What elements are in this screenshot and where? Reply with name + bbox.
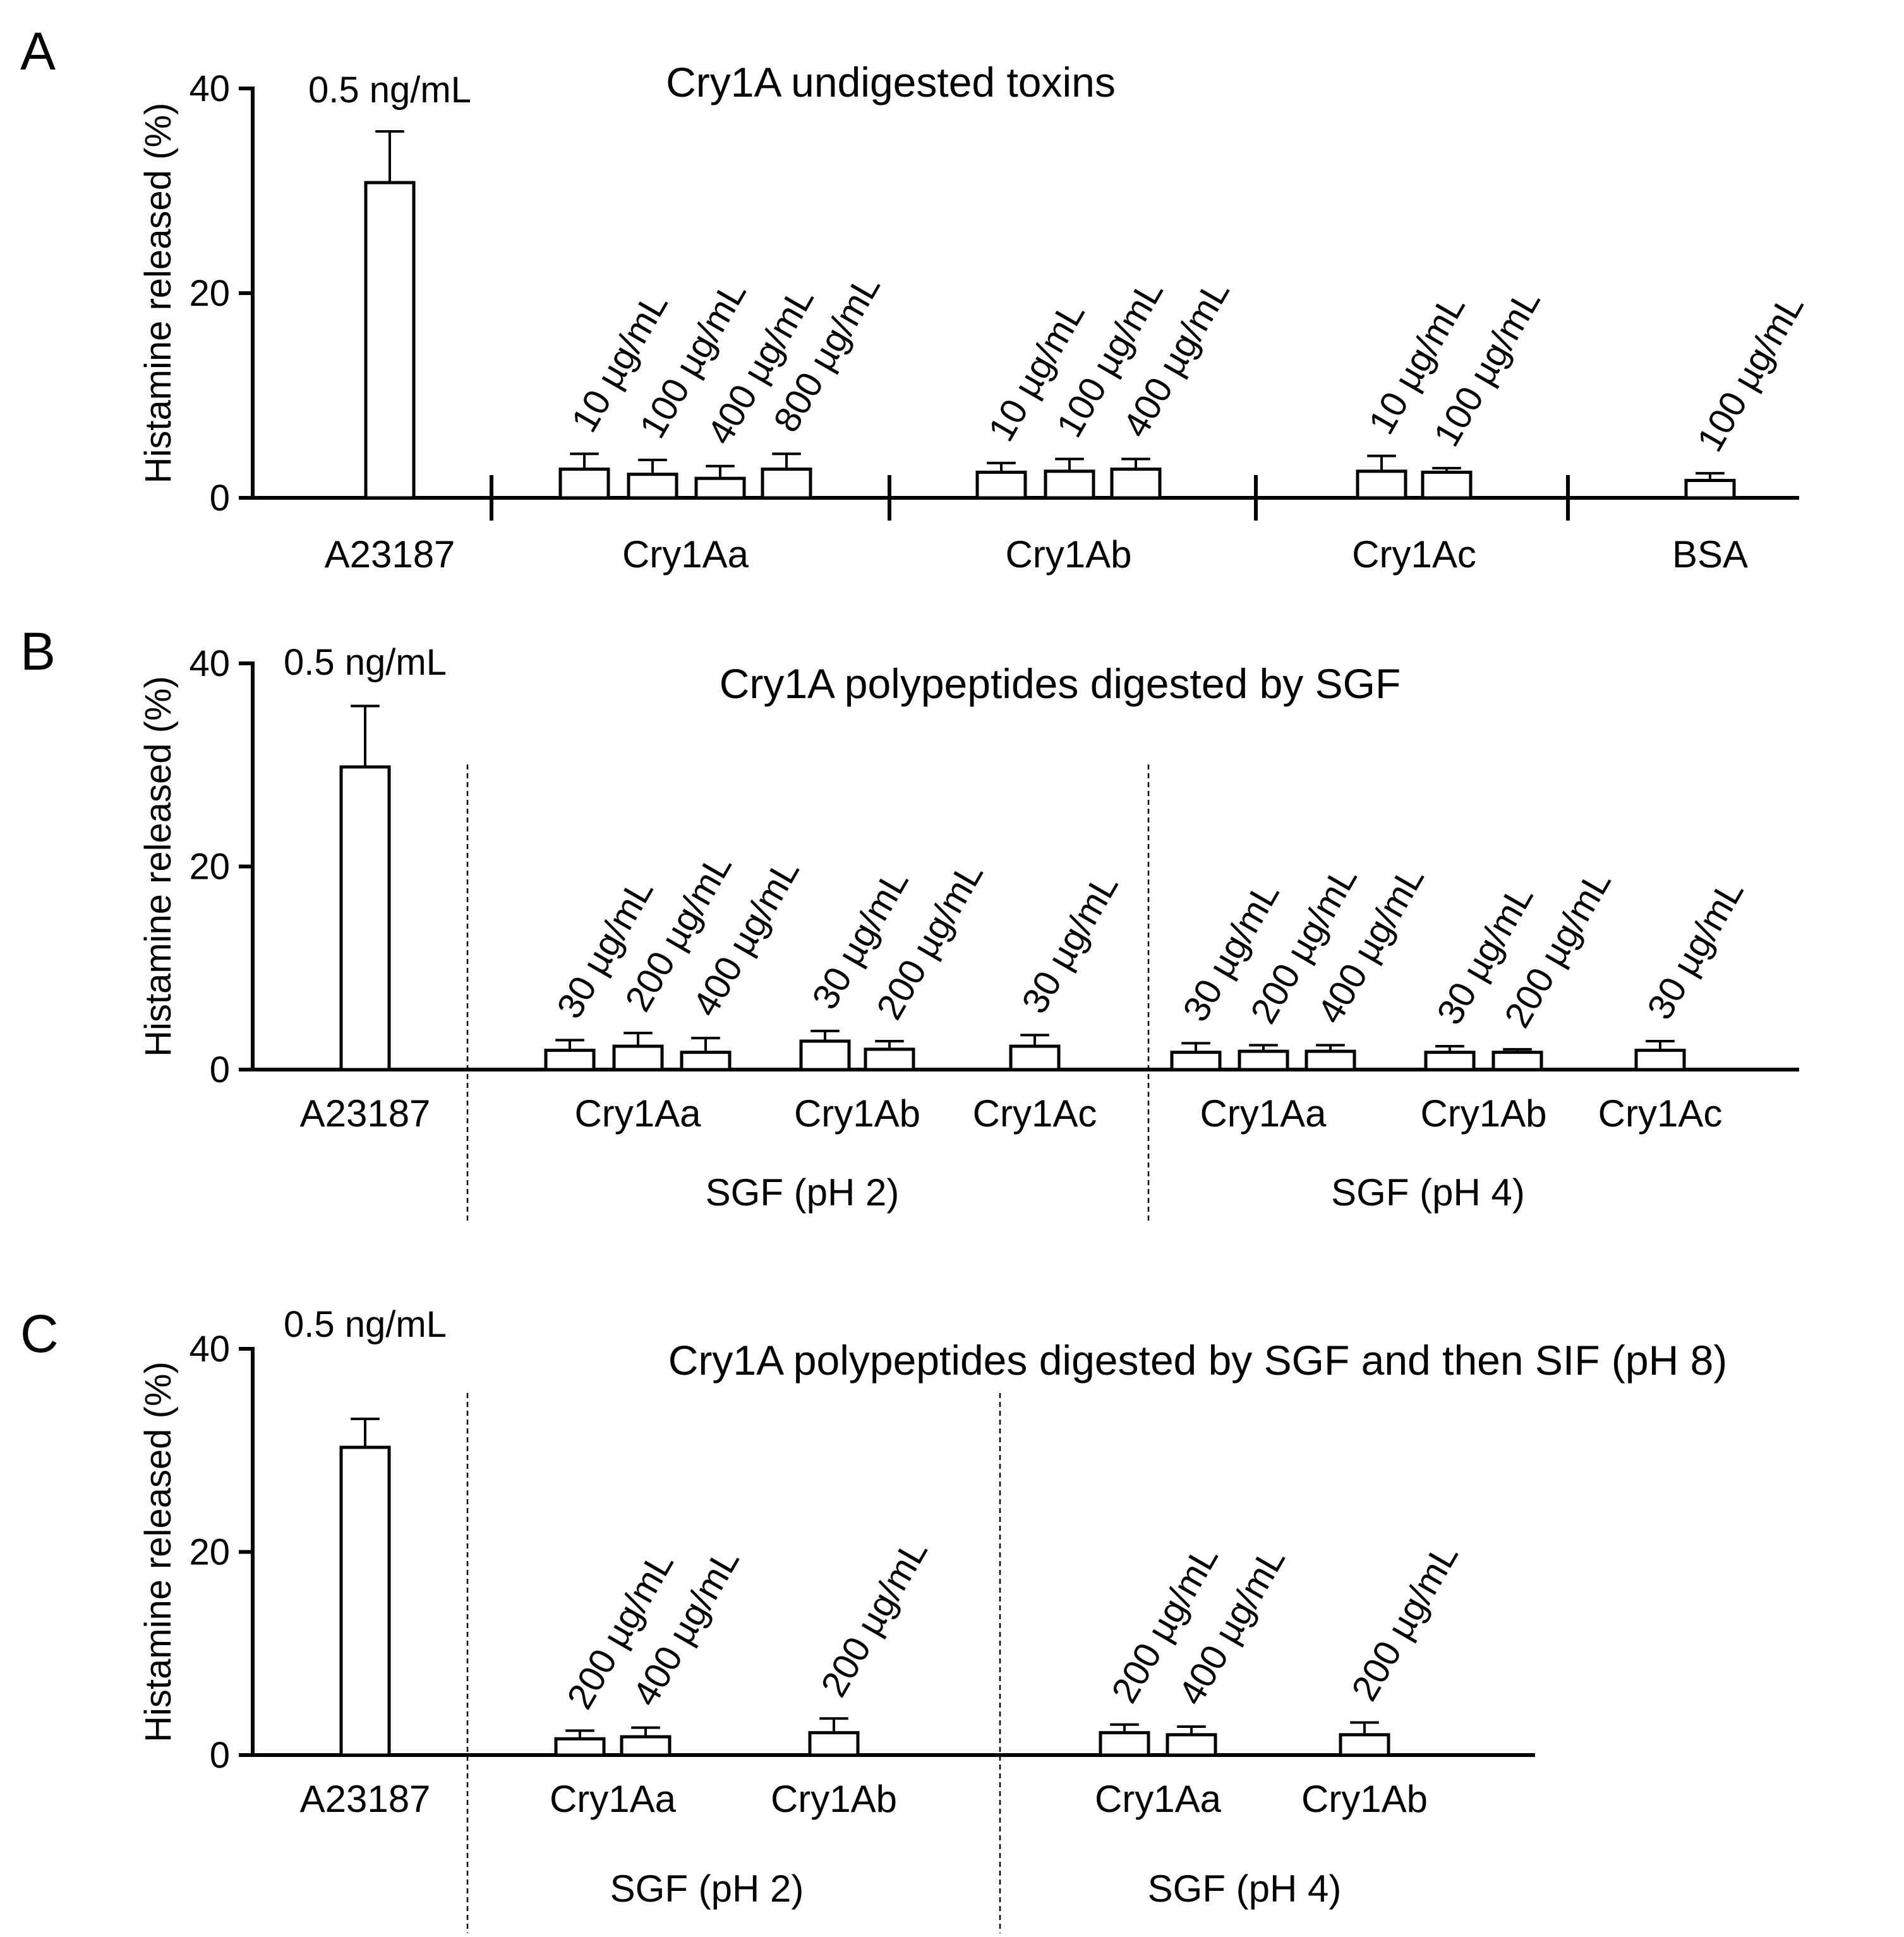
panel-title: Cry1A polypeptides digested by SGF [720, 660, 1401, 707]
control-bar [339, 765, 391, 1071]
bar [612, 1044, 664, 1071]
group-category-label: Cry1Ac [1352, 533, 1476, 576]
control-concentration-label: 0.5 ng/mL [284, 642, 447, 683]
bar [1166, 1733, 1217, 1757]
group-category-label: Cry1Ab [1301, 1778, 1428, 1820]
bar [1304, 1049, 1356, 1071]
bar [694, 476, 746, 500]
section-label: SGF (pH 4) [1148, 1868, 1342, 1910]
group-category-label: Cry1Ac [973, 1092, 1097, 1135]
group-category-label: Cry1Aa [1200, 1092, 1327, 1135]
bar [1170, 1051, 1222, 1071]
group-category-label: Cry1Ab [771, 1778, 897, 1820]
bar [1099, 1731, 1150, 1757]
bar [1491, 1051, 1543, 1071]
bar-concentration-label: 30 µg/mL [1014, 867, 1126, 1020]
control-category-label: A23187 [300, 1778, 431, 1820]
bar [554, 1737, 606, 1757]
bar [1424, 1051, 1476, 1071]
group-category-label: Cry1Aa [550, 1778, 677, 1820]
panel-c: C Cry1A polypeptides digested by SGF and … [20, 1304, 1727, 1933]
y-tick-label: 40 [189, 68, 230, 109]
bar [975, 471, 1027, 500]
group-category-label: Cry1Aa [622, 533, 749, 576]
bar [1421, 471, 1473, 500]
bar [808, 1731, 860, 1757]
bar [680, 1051, 732, 1071]
bar [544, 1048, 596, 1071]
bar [627, 473, 678, 500]
bar [1110, 468, 1162, 500]
group-category-label: BSA [1672, 533, 1748, 576]
bar-concentration-label: 200 µg/mL [1344, 1536, 1466, 1708]
bar [1634, 1048, 1686, 1071]
y-tick-label: 20 [189, 847, 230, 888]
control-category-label: A23187 [300, 1092, 431, 1135]
bar [1339, 1733, 1390, 1757]
panel-title: Cry1A polypeptides digested by SGF and t… [668, 1337, 1728, 1384]
y-axis-label: Histamine released (%) [138, 103, 179, 484]
group-category-label: Cry1Ab [794, 1092, 920, 1135]
group-category-label: Cry1Aa [574, 1092, 701, 1135]
bar-concentration-label: 200 µg/mL [813, 1533, 936, 1704]
bar-concentration-label: 30 µg/mL [1639, 873, 1752, 1027]
bar [864, 1047, 915, 1071]
bar [1684, 478, 1736, 500]
control-concentration-label: 0.5 ng/mL [308, 69, 471, 111]
section-label: SGF (pH 2) [610, 1868, 804, 1910]
control-bar [364, 181, 416, 500]
y-tick-label: 0 [210, 478, 230, 519]
panel-letter: A [20, 21, 56, 81]
panel-letter: C [20, 1304, 59, 1363]
y-tick-label: 20 [189, 273, 230, 314]
control-concentration-label: 0.5 ng/mL [284, 1304, 447, 1345]
group-category-label: Cry1Ab [1005, 533, 1131, 576]
y-tick-label: 20 [189, 1532, 230, 1573]
y-axis-label: Histamine released (%) [138, 1361, 179, 1742]
section-label: SGF (pH 2) [706, 1171, 900, 1214]
y-tick-label: 40 [189, 1329, 230, 1370]
bar [1356, 469, 1407, 500]
group-category-label: Cry1Ac [1598, 1092, 1723, 1135]
panel-title: Cry1A undigested toxins [666, 59, 1116, 106]
bar [761, 468, 812, 500]
group-category-label: Cry1Ab [1420, 1092, 1546, 1135]
control-category-label: A23187 [325, 533, 455, 576]
group-category-label: Cry1Aa [1095, 1778, 1222, 1820]
bar [558, 468, 610, 500]
bar [799, 1039, 851, 1071]
panel-letter: B [20, 622, 56, 681]
bar [1238, 1049, 1289, 1071]
y-tick-label: 0 [210, 1735, 230, 1776]
y-tick-label: 0 [210, 1049, 230, 1090]
control-bar [339, 1445, 391, 1757]
panel-b: B Cry1A polypeptides digested by SGF 0 20 40… [20, 622, 1799, 1222]
bar [1044, 469, 1095, 500]
bar [620, 1735, 672, 1757]
y-axis-label: Histamine released (%) [138, 676, 179, 1057]
bar-concentration-label: 100 µg/mL [1689, 287, 1812, 459]
section-label: SGF (pH 4) [1331, 1171, 1525, 1214]
y-tick-label: 40 [189, 643, 230, 684]
bar [1009, 1044, 1061, 1071]
